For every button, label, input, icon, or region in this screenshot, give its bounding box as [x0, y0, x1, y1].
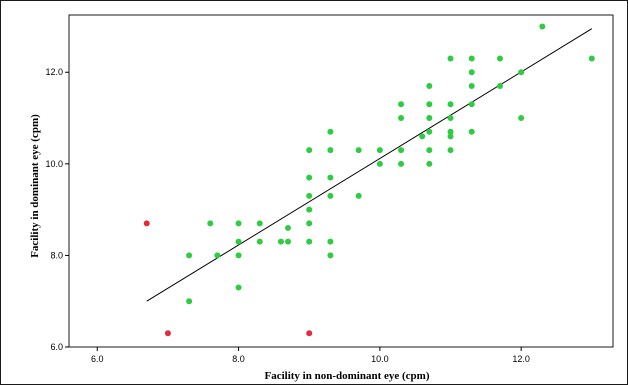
data-point-0-20	[327, 147, 334, 154]
data-point-0-37	[426, 128, 433, 135]
data-point-0-12	[285, 238, 292, 245]
data-point-0-3	[214, 252, 221, 259]
data-point-0-50	[468, 128, 475, 135]
x-tick-label-0: 6.0	[91, 354, 104, 364]
data-point-0-53	[518, 69, 525, 76]
data-point-1-1	[164, 330, 171, 337]
data-point-0-46	[468, 55, 475, 62]
data-point-0-34	[426, 82, 433, 89]
data-point-0-5	[235, 238, 242, 245]
y-axis-title: Facility in dominant eye (cpm)	[29, 114, 41, 258]
data-point-0-54	[518, 115, 525, 122]
data-point-1-2	[306, 330, 313, 337]
data-point-0-6	[235, 252, 242, 259]
data-point-0-8	[256, 220, 263, 227]
data-point-0-18	[306, 238, 313, 245]
y-tick-label-2: 10.0	[45, 159, 63, 169]
data-point-0-19	[327, 128, 334, 135]
data-point-0-27	[376, 147, 383, 154]
data-point-0-25	[355, 147, 362, 154]
x-tick-label-3: 12.0	[512, 354, 530, 364]
data-point-0-52	[496, 82, 503, 89]
y-tick-label-0: 6.0	[50, 342, 63, 352]
data-point-0-43	[447, 128, 454, 135]
data-point-0-45	[447, 147, 454, 154]
data-point-0-39	[426, 160, 433, 167]
data-point-0-7	[235, 284, 242, 291]
data-point-0-11	[285, 224, 292, 231]
data-point-0-28	[376, 160, 383, 167]
data-point-0-38	[426, 147, 433, 154]
y-axis: 6.0 8.0 10.0 12.0	[45, 67, 69, 352]
data-point-0-30	[398, 115, 405, 122]
data-point-0-44	[447, 133, 454, 140]
data-point-0-48	[468, 82, 475, 89]
data-point-0-31	[398, 147, 405, 154]
data-point-0-14	[306, 174, 313, 181]
data-point-0-21	[327, 174, 334, 181]
fit-line	[146, 28, 593, 302]
data-point-0-2	[207, 220, 214, 227]
data-point-0-32	[398, 160, 405, 167]
data-point-0-22	[327, 192, 334, 199]
x-tick-label-1: 8.0	[232, 354, 245, 364]
data-point-0-56	[588, 55, 595, 62]
data-point-0-0	[186, 298, 193, 305]
data-point-0-10	[277, 238, 284, 245]
data-point-0-13	[306, 147, 313, 154]
data-point-0-42	[447, 115, 454, 122]
x-axis-title: Facility in non-dominant eye (cpm)	[265, 370, 430, 382]
data-point-0-41	[447, 101, 454, 108]
data-point-0-23	[327, 238, 334, 245]
data-point-0-1	[186, 252, 193, 259]
data-point-0-26	[355, 192, 362, 199]
data-point-0-15	[306, 192, 313, 199]
data-point-1-0	[143, 220, 150, 227]
data-point-0-9	[256, 238, 263, 245]
data-point-0-16	[306, 206, 313, 213]
data-point-0-29	[398, 101, 405, 108]
x-axis: 6.0 8.0 10.0 12.0	[91, 347, 530, 364]
plot-area	[68, 14, 614, 348]
data-point-0-49	[468, 101, 475, 108]
y-tick-label-3: 12.0	[45, 67, 63, 77]
data-point-0-51	[496, 55, 503, 62]
data-point-0-24	[327, 252, 334, 259]
data-point-0-17	[306, 220, 313, 227]
data-point-0-36	[426, 115, 433, 122]
data-point-0-35	[426, 101, 433, 108]
data-point-0-47	[468, 69, 475, 76]
y-tick-label-1: 8.0	[50, 250, 63, 260]
data-points	[143, 23, 595, 337]
data-point-0-33	[419, 133, 426, 140]
data-point-0-4	[235, 220, 242, 227]
data-point-0-40	[447, 55, 454, 62]
x-tick-label-2: 10.0	[371, 354, 389, 364]
data-point-0-55	[539, 23, 546, 30]
